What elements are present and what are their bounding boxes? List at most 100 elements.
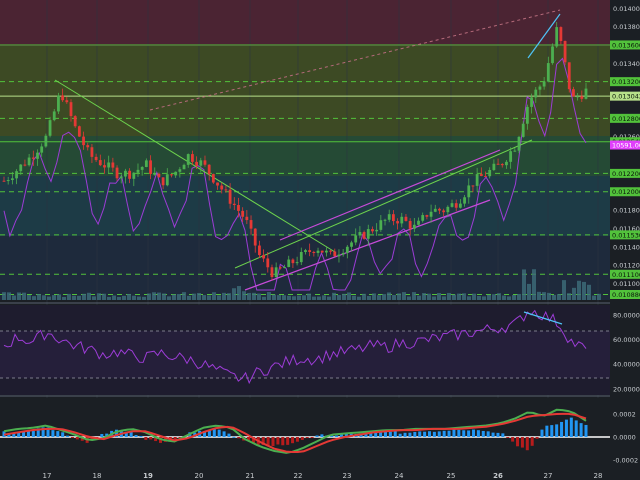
candle-body[interactable]	[509, 151, 513, 162]
candle-body[interactable]	[345, 246, 349, 253]
candle-body[interactable]	[40, 146, 44, 153]
candle-body[interactable]	[433, 208, 437, 212]
candle-body[interactable]	[144, 160, 148, 168]
candle-body[interactable]	[521, 123, 525, 137]
candle-body[interactable]	[500, 164, 504, 166]
candle-body[interactable]	[136, 169, 140, 173]
candle-body[interactable]	[266, 258, 270, 268]
candle-body[interactable]	[362, 232, 366, 239]
level-tag[interactable]	[610, 168, 640, 178]
candle-body[interactable]	[391, 214, 395, 222]
candle-body[interactable]	[475, 174, 479, 186]
candle-body[interactable]	[27, 157, 31, 166]
divergence-line-rsi[interactable]	[523, 311, 563, 325]
candle-body[interactable]	[312, 251, 316, 253]
candle-body[interactable]	[383, 219, 387, 221]
candle-body[interactable]	[278, 267, 282, 269]
candle-body[interactable]	[396, 221, 399, 224]
candle-body[interactable]	[199, 160, 203, 166]
candle-body[interactable]	[186, 154, 190, 165]
level-tag[interactable]	[610, 40, 640, 50]
candle-body[interactable]	[525, 106, 529, 124]
candle-body[interactable]	[308, 250, 312, 252]
candle-body[interactable]	[366, 229, 370, 239]
candle-body[interactable]	[438, 208, 441, 211]
candle-body[interactable]	[492, 163, 496, 170]
candle-body[interactable]	[182, 164, 186, 170]
candle-body[interactable]	[551, 46, 554, 64]
candle-body[interactable]	[6, 180, 10, 182]
candle-body[interactable]	[412, 224, 416, 229]
trendline-up[interactable]	[234, 139, 533, 269]
candle-body[interactable]	[496, 163, 500, 165]
candle-body[interactable]	[98, 160, 102, 166]
candle-body[interactable]	[270, 267, 274, 278]
candles[interactable]	[2, 21, 588, 281]
candle-body[interactable]	[471, 185, 475, 187]
candle-body[interactable]	[454, 203, 458, 208]
horizontal-levels[interactable]	[0, 44, 610, 295]
candle-body[interactable]	[316, 250, 320, 253]
candle-body[interactable]	[446, 206, 450, 213]
candle-body[interactable]	[174, 171, 178, 176]
candle-body[interactable]	[484, 176, 487, 178]
candle-body[interactable]	[69, 102, 73, 117]
level-tags[interactable]: 0.0136000.0130420.0132000.0128000.012545…	[610, 40, 640, 299]
rsi-panel[interactable]	[0, 305, 610, 395]
level-tag[interactable]	[610, 91, 640, 101]
candle-body[interactable]	[15, 171, 18, 179]
candle-body[interactable]	[559, 27, 563, 41]
price-panel[interactable]	[0, 0, 610, 468]
candle-body[interactable]	[458, 203, 462, 208]
candle-body[interactable]	[48, 120, 52, 136]
candle-body[interactable]	[530, 97, 533, 107]
candle-body[interactable]	[584, 88, 588, 99]
level-tag[interactable]	[610, 77, 640, 87]
candle-body[interactable]	[567, 62, 571, 90]
candle-body[interactable]	[425, 215, 429, 217]
candle-body[interactable]	[90, 147, 94, 157]
candle-body[interactable]	[245, 216, 249, 221]
candle-body[interactable]	[2, 180, 6, 182]
candle-body[interactable]	[517, 136, 521, 151]
candle-body[interactable]	[10, 178, 14, 181]
candle-body[interactable]	[295, 262, 299, 264]
candle-body[interactable]	[57, 95, 60, 112]
candle-body[interactable]	[542, 81, 546, 87]
level-tag[interactable]	[610, 289, 640, 299]
candle-body[interactable]	[421, 215, 425, 221]
candle-body[interactable]	[31, 157, 35, 159]
candle-body[interactable]	[207, 164, 211, 175]
candle-body[interactable]	[220, 185, 224, 190]
candle-body[interactable]	[140, 167, 144, 170]
candle-body[interactable]	[408, 220, 412, 229]
candle-body[interactable]	[304, 250, 307, 253]
candle-body[interactable]	[505, 161, 508, 166]
divergence-line-price[interactable]	[527, 13, 561, 59]
candle-body[interactable]	[44, 135, 48, 147]
drawings[interactable]	[54, 9, 561, 291]
candle-body[interactable]	[576, 96, 580, 98]
candle-body[interactable]	[580, 96, 584, 99]
candle-body[interactable]	[203, 160, 207, 165]
candle-body[interactable]	[358, 232, 362, 236]
candle-body[interactable]	[534, 89, 538, 98]
candle-body[interactable]	[211, 174, 215, 183]
candle-body[interactable]	[258, 245, 261, 256]
candle-body[interactable]	[228, 189, 232, 204]
candle-body[interactable]	[241, 210, 245, 217]
level-tag[interactable]	[610, 269, 640, 279]
candle-body[interactable]	[170, 174, 173, 176]
candle-body[interactable]	[82, 136, 85, 146]
candle-body[interactable]	[249, 220, 253, 229]
candle-body[interactable]	[299, 252, 303, 263]
candle-body[interactable]	[387, 214, 391, 220]
candle-body[interactable]	[161, 177, 165, 186]
candle-body[interactable]	[450, 203, 454, 207]
candle-body[interactable]	[291, 259, 295, 264]
candle-body[interactable]	[224, 189, 228, 191]
candle-body[interactable]	[375, 229, 379, 232]
candle-body[interactable]	[350, 242, 353, 247]
candle-body[interactable]	[513, 150, 517, 152]
candle-body[interactable]	[237, 205, 240, 211]
